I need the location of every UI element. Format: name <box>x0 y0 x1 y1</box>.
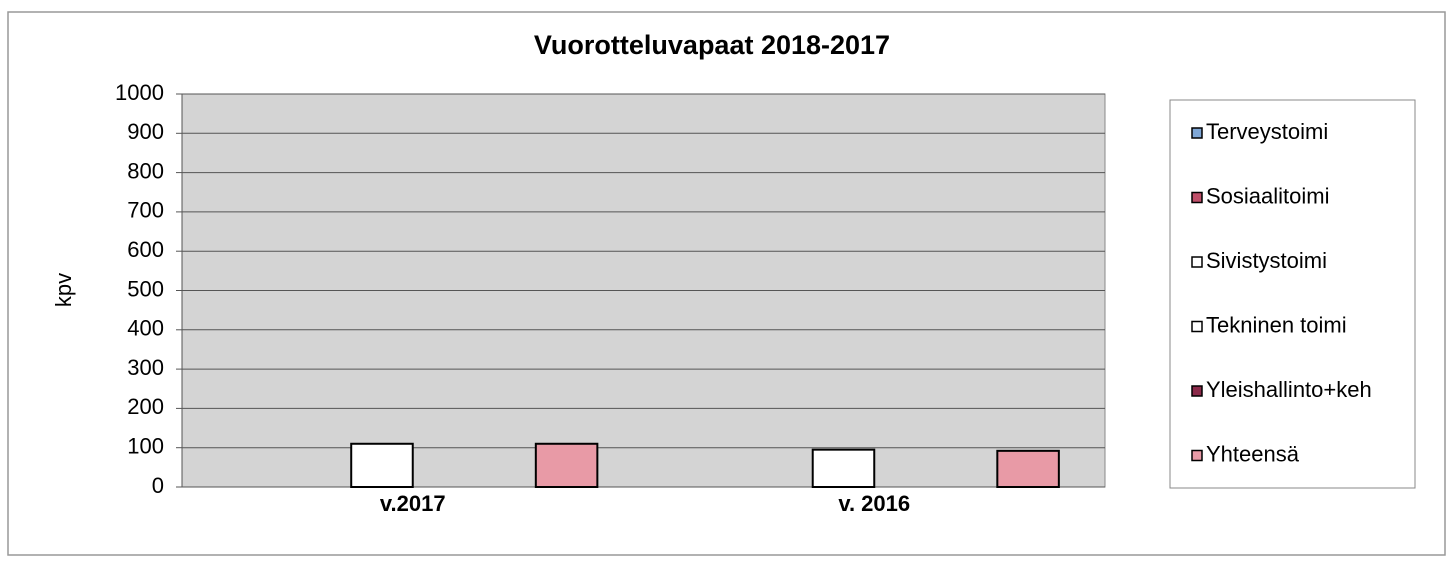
y-tick-label: 0 <box>152 473 164 498</box>
legend-label: Tekninen toimi <box>1206 312 1347 337</box>
bar <box>350 442 414 488</box>
y-axis-label: kpv <box>51 273 76 307</box>
legend-swatch <box>1191 385 1203 397</box>
legend-swatch <box>1191 449 1203 462</box>
legend-swatch <box>1191 256 1203 268</box>
legend-swatch <box>1191 127 1203 139</box>
y-tick-label: 600 <box>127 237 164 262</box>
legend-label: Terveystoimi <box>1206 119 1328 144</box>
bar <box>534 442 599 488</box>
legend-swatch <box>1191 320 1203 333</box>
y-tick-label: 900 <box>127 119 164 144</box>
y-tick-label: 700 <box>127 198 164 223</box>
legend-swatch <box>1191 191 1203 204</box>
legend-box <box>1169 99 1416 489</box>
bar <box>996 449 1060 488</box>
y-tick-label: 100 <box>127 434 164 459</box>
bar <box>811 448 876 489</box>
legend-label: Sivistystoimi <box>1206 248 1327 273</box>
chart-title: Vuorotteluvapaat 2018-2017 <box>534 30 890 60</box>
legend-label: Yleishallinto+keh <box>1206 377 1372 402</box>
y-tick-label: 400 <box>127 316 164 341</box>
y-tick-label: 500 <box>127 276 164 301</box>
y-tick-label: 800 <box>127 158 164 183</box>
y-tick-label: 200 <box>127 394 164 419</box>
x-tick-label: v. 2016 <box>838 491 910 516</box>
y-tick-label: 300 <box>127 355 164 380</box>
y-tick-label: 1000 <box>115 80 164 105</box>
legend-label: Yhteensä <box>1206 441 1300 466</box>
x-tick-label: v.2017 <box>380 491 446 516</box>
legend-label: Sosiaalitoimi <box>1206 183 1330 208</box>
